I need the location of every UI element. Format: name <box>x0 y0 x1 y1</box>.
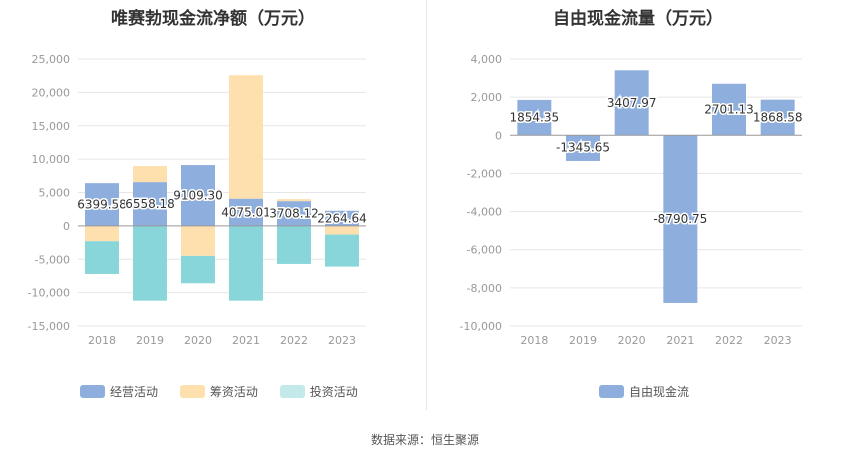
right-bar-freecash-2022 <box>712 83 746 136</box>
left-bar-investing-2018 <box>85 241 119 274</box>
legend-label-operating: 经营活动 <box>110 385 159 399</box>
right-xtick-label: 2019 <box>569 334 597 347</box>
right-ytick-label: 2,000 <box>471 91 503 104</box>
panel-divider <box>426 0 427 410</box>
legend-item-operating[interactable]: 经营活动 <box>80 383 158 400</box>
right-data-label: -1345.65 <box>556 140 610 154</box>
left-bar-financing-2018 <box>85 225 119 242</box>
left-ytick-label: 0 <box>63 220 70 233</box>
right-data-label: 1854.35 <box>510 111 560 125</box>
legend-swatch-investing <box>279 385 305 398</box>
left-bar-financing-2019 <box>133 166 167 183</box>
left-ytick-label: 5,000 <box>39 187 71 200</box>
left-bar-financing-2023 <box>325 225 359 235</box>
right-ytick-label: -2,000 <box>467 167 502 180</box>
left-bar-operating-2022 <box>277 201 311 226</box>
right-bar-freecash-2023 <box>760 99 795 136</box>
right-xtick-label: 2018 <box>520 334 548 347</box>
left-bar-investing-2022 <box>277 225 311 264</box>
right-legend: 自由现金流 <box>599 383 707 401</box>
right-bar-freecash-2021 <box>663 135 698 303</box>
left-ytick-label: -10,000 <box>28 287 70 300</box>
left-data-label: 2264.64 <box>317 211 367 225</box>
right-ytick-label: 0 <box>495 129 502 142</box>
left-data-label: 4075.01 <box>221 205 271 219</box>
legend-swatch-financing <box>179 385 205 398</box>
right-ytick-label: -6,000 <box>467 244 502 257</box>
left-bar-operating-2018 <box>85 183 119 226</box>
left-xtick-label: 2021 <box>232 334 260 347</box>
left-data-label: 6558.18 <box>125 197 175 211</box>
left-bar-operating-2019 <box>133 182 167 226</box>
left-legend: 经营活动 筹资活动 投资活动 <box>80 383 376 401</box>
left-ytick-label: 10,000 <box>32 153 71 166</box>
legend-item-investing[interactable]: 投资活动 <box>279 383 358 400</box>
left-bar-financing-2022 <box>277 199 311 202</box>
left-data-label: 9109.30 <box>173 188 223 202</box>
right-data-label: 1868.58 <box>753 110 803 124</box>
right-ytick-label: -8,000 <box>467 282 502 295</box>
right-bar-freecash-2019 <box>566 135 600 161</box>
left-bar-investing-2020 <box>181 255 215 284</box>
legend-label-freecash: 自由现金流 <box>629 385 690 399</box>
legend-label-financing: 筹资活动 <box>209 385 258 399</box>
left-bar-investing-2019 <box>133 225 167 301</box>
right-chart-title: 自由现金流量（万元） <box>553 9 723 29</box>
legend-swatch-freecash <box>599 385 624 398</box>
right-xtick-label: 2023 <box>764 334 792 347</box>
left-bar-financing-2020 <box>181 225 215 256</box>
left-bar-operating-2021 <box>229 198 263 226</box>
left-ytick-label: -5,000 <box>35 253 70 266</box>
right-data-label: -8790.75 <box>653 212 707 226</box>
left-chart-title: 唯赛勃现金流净额（万元） <box>111 9 315 29</box>
right-data-label: 2701.13 <box>704 103 754 117</box>
left-bar-financing-2021 <box>229 75 263 199</box>
left-ytick-label: 25,000 <box>32 53 71 66</box>
left-bar-investing-2023 <box>325 234 359 267</box>
left-bar-operating-2023 <box>325 210 359 226</box>
legend-label-investing: 投资活动 <box>309 385 358 399</box>
data-source-note: 数据来源：恒生聚源 <box>370 433 479 447</box>
right-xtick-label: 2020 <box>618 334 646 347</box>
legend-item-financing[interactable]: 筹资活动 <box>179 383 258 400</box>
right-bar-freecash-2018 <box>517 99 552 136</box>
right-ytick-label: -10,000 <box>460 320 502 333</box>
right-ytick-label: -4,000 <box>467 206 502 219</box>
legend-swatch-operating <box>80 385 105 398</box>
left-xtick-label: 2019 <box>136 334 164 347</box>
right-bar-freecash-2020 <box>614 70 649 136</box>
left-data-label: 3708.12 <box>269 206 319 220</box>
right-ytick-label: 4,000 <box>471 53 503 66</box>
left-xtick-label: 2018 <box>88 334 116 347</box>
right-data-label: 3407.97 <box>607 96 657 110</box>
legend-item-freecash[interactable]: 自由现金流 <box>599 383 689 400</box>
right-xtick-label: 2022 <box>715 334 743 347</box>
left-data-label: 6399.58 <box>77 198 127 212</box>
left-ytick-label: 15,000 <box>32 120 71 133</box>
left-ytick-label: -15,000 <box>28 320 70 333</box>
left-bar-investing-2021 <box>229 225 263 301</box>
left-xtick-label: 2020 <box>184 334 212 347</box>
left-ytick-label: 20,000 <box>32 86 71 99</box>
left-xtick-label: 2023 <box>328 334 356 347</box>
right-xtick-label: 2021 <box>666 334 694 347</box>
left-xtick-label: 2022 <box>280 334 308 347</box>
left-bar-operating-2020 <box>181 165 215 226</box>
